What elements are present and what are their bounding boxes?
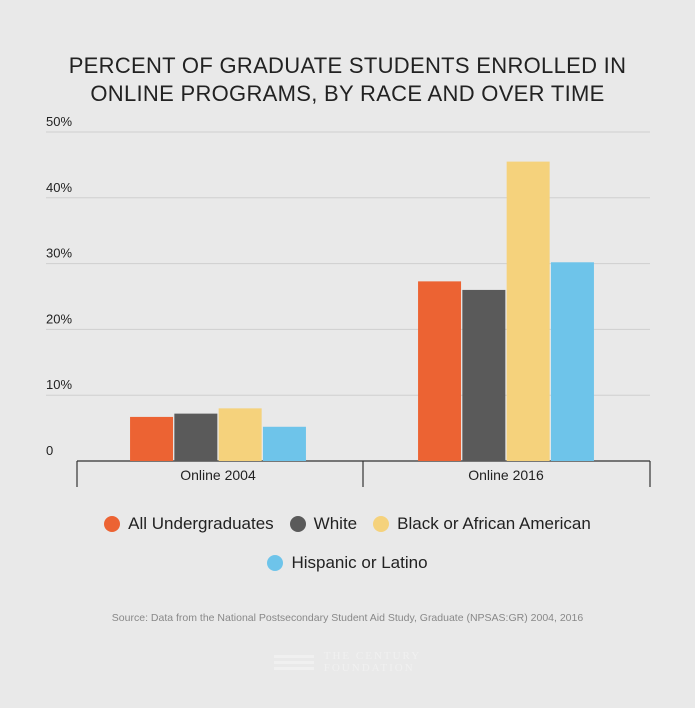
logo-mark-icon xyxy=(273,654,314,670)
legend-label-white: White xyxy=(313,514,358,533)
logo-wordmark-line-2: FOUNDATION xyxy=(323,662,415,674)
chart-title-line-1: PERCENT OF GRADUATE STUDENTS ENROLLED IN xyxy=(68,53,627,78)
legend-swatch-all-undergraduates xyxy=(104,516,121,532)
logo-wordmark-line-1: THE CENTURY xyxy=(323,650,422,662)
bar-online-2016-black-or-african-american xyxy=(506,161,550,462)
y-tick-label-10: 10% xyxy=(46,377,72,392)
x-tick-label-online-2016: Online 2016 xyxy=(468,467,544,483)
legend-item-black-or-african-american: Black or African American xyxy=(373,514,591,534)
bar-online-2004-white xyxy=(174,413,218,461)
chart-title-line-2: ONLINE PROGRAMS, BY RACE AND OVER TIME xyxy=(90,81,605,106)
y-tick-label-20: 20% xyxy=(46,311,72,326)
logo-wordmark: THE CENTURY FOUNDATION xyxy=(324,650,421,674)
bar-online-2016-white xyxy=(462,289,506,461)
legend-row-1: All Undergraduates White Black or Africa… xyxy=(0,514,695,534)
bar-online-2016-hispanic-or-latino xyxy=(550,262,594,461)
legend-swatch-white xyxy=(289,516,306,532)
y-tick-label-40: 40% xyxy=(46,180,72,195)
chart-title: PERCENT OF GRADUATE STUDENTS ENROLLED IN… xyxy=(0,52,695,108)
legend-row-2: Hispanic or Latino xyxy=(0,553,695,573)
legend-label-all-undergraduates: All Undergraduates xyxy=(128,514,274,533)
legend-label-hispanic-or-latino: Hispanic or Latino xyxy=(291,553,428,572)
y-tick-label-0: 0 xyxy=(46,443,53,458)
legend-item-all-undergraduates: All Undergraduates xyxy=(104,514,274,534)
legend-swatch-hispanic-or-latino xyxy=(267,555,284,571)
bar-online-2004-black-or-african-american xyxy=(218,408,262,461)
legend-item-hispanic-or-latino: Hispanic or Latino xyxy=(267,553,428,573)
legend-swatch-black-or-african-american xyxy=(373,516,390,532)
bar-online-2016-all-undergraduates xyxy=(418,281,462,461)
y-tick-label-50: 50% xyxy=(46,114,72,129)
bar-online-2004-all-undergraduates xyxy=(130,416,174,461)
legend-item-white: White xyxy=(289,514,358,534)
bar-online-2004-hispanic-or-latino xyxy=(262,426,306,461)
bar-chart: 0 10% 20% 30% 40% 50% Online 2004 Online 2016 xyxy=(46,114,651,487)
source-note: Source: Data from the National Postsecon… xyxy=(111,612,584,624)
legend-label-black-or-african-american: Black or African American xyxy=(397,514,591,533)
y-tick-label-30: 30% xyxy=(46,246,72,261)
x-tick-label-online-2004: Online 2004 xyxy=(180,467,256,483)
footer-logo: THE CENTURY FOUNDATION xyxy=(0,650,695,674)
